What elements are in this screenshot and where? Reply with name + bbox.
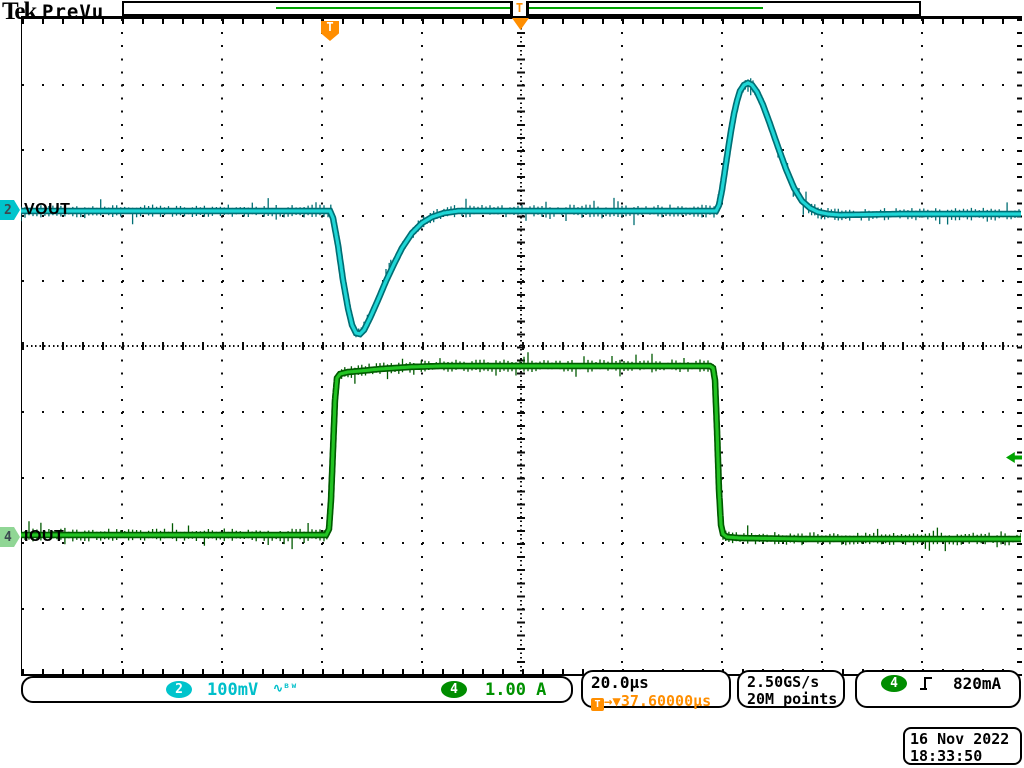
waveform-trace <box>21 364 1021 541</box>
graticule-hline <box>22 214 1022 217</box>
acquisition-readout-box[interactable]: 2.50GS/s 20M points <box>737 670 845 708</box>
bandwidth-limit-icon: ∿ᴮᵂ <box>273 681 298 695</box>
trigger-time-marker-icon: T <box>321 21 339 41</box>
sample-rate-readout: 2.50GS/s <box>747 673 820 691</box>
channel-4-label: IOUT <box>24 528 65 545</box>
graticule-hline <box>22 411 1022 413</box>
time-label: 18:33:50 <box>910 747 983 765</box>
waveform-trace <box>21 79 1021 338</box>
graticule-vline <box>321 19 323 674</box>
delay-value: 37.60000µs <box>620 692 712 710</box>
graticule-vline <box>721 19 723 674</box>
horizontal-readout-box[interactable]: 20.0µs T →▼37.60000µs <box>581 670 731 711</box>
graticule-hline <box>22 280 1022 282</box>
waveform-layer <box>21 78 1021 552</box>
graticule-vline <box>221 19 223 674</box>
trigger-position-bracket-icon: T <box>510 1 529 16</box>
graticule-vline <box>121 19 123 674</box>
graticule-vline <box>921 19 923 674</box>
graticule-hline <box>22 149 1022 151</box>
graticule-hline <box>22 476 1022 479</box>
graticule-hline <box>22 542 1022 544</box>
rising-edge-icon <box>920 677 932 690</box>
date-label: 16 Nov 2022 <box>910 730 1010 748</box>
delay-readout: T →▼37.60000µs <box>591 691 729 711</box>
channel-scale-readout-box[interactable]: 2 100mV ∿ᴮᵂ 4 1.00 A <box>21 676 573 703</box>
waveform-trace <box>21 362 1021 543</box>
channel-2-position-badge[interactable]: 2 <box>0 200 20 220</box>
graticule-vline <box>621 19 623 674</box>
trigger-t-icon: T <box>591 698 604 711</box>
graticule-hline <box>22 83 1022 86</box>
channel-4-position-badge[interactable]: 4 <box>0 527 20 547</box>
record-length-readout: 20M points <box>747 690 838 708</box>
datetime-box: 16 Nov 2022 18:33:50 <box>903 727 1022 765</box>
trigger-level-arrow-icon <box>1006 452 1022 463</box>
channel-2-label: VOUT <box>24 201 71 218</box>
graticule-hline <box>22 607 1022 610</box>
graticule-vline <box>421 19 423 674</box>
channel-2-badge[interactable]: 2 <box>166 681 192 698</box>
trigger-source-badge: 4 <box>881 675 907 692</box>
graticule-center-hline-ticks <box>22 342 1022 350</box>
channel-4-badge[interactable]: 4 <box>441 681 467 698</box>
channel-4-scale: 1.00 A <box>485 680 547 700</box>
delay-arrow-icon: →▼ <box>604 694 621 710</box>
waveform-trace <box>21 81 1021 336</box>
trigger-readout-box[interactable]: 4 820mA <box>855 670 1021 708</box>
timebase-readout: 20.0µs <box>591 673 649 692</box>
channel-2-scale: 100mV <box>207 680 259 700</box>
waveform-trace <box>21 352 1021 552</box>
acquisition-preview-bar: T <box>122 1 921 16</box>
graticule-vline <box>821 19 823 674</box>
trigger-level-readout: 820mA <box>953 674 1002 693</box>
